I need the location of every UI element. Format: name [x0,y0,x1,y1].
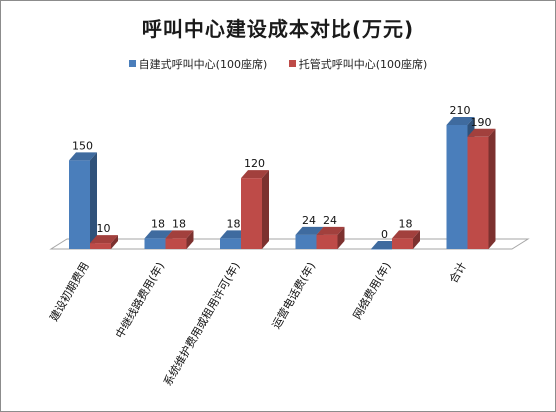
data-label-s2-1: 18 [172,217,186,230]
bar-side-s2-1 [186,230,194,249]
category-label-0: 建设初期费用 [46,260,91,324]
data-label-s2-2: 120 [244,157,265,170]
data-label-s2-5: 190 [471,116,492,129]
bar-top-s2-4 [392,230,420,239]
category-label-5: 合计 [446,260,469,286]
bar-top-s2-2 [241,170,269,179]
bar-side-s2-5 [488,128,496,249]
data-label-s1-2: 18 [227,217,241,230]
legend-label-hosted: 托管式呼叫中心(100座席) [298,58,428,71]
data-label-s2-4: 18 [399,217,413,230]
bar-s1-3 [295,234,317,249]
bar-s2-5 [467,136,489,249]
category-label-4: 网络费用(年) [350,260,394,322]
bar-top-s2-1 [165,230,194,239]
category-label-1: 中继线路费用(年) [112,260,167,341]
bar-top-s1-3 [295,226,324,235]
bar-s1-1 [144,238,166,249]
data-label-s2-3: 24 [323,214,337,227]
data-label-s2-0: 10 [97,222,111,235]
chart-title: 呼叫中心建设成本对比(万元) [141,17,415,41]
data-label-s1-0: 150 [72,139,93,152]
bar-s2-0 [90,243,111,249]
data-label-s1-1: 18 [151,217,165,230]
legend: 自建式呼叫中心(100座席) 托管式呼叫中心(100座席) [1,56,555,72]
legend-entry-hosted: 托管式呼叫中心(100座席) [288,56,428,72]
legend-label-self-built: 自建式呼叫中心(100座席) [138,58,268,71]
bar-top-s2-5 [467,128,496,137]
bar-top-s1-0 [69,152,97,161]
bar-s2-4 [392,238,413,249]
bar-side-s2-4 [413,230,420,249]
bar-s1-5 [446,125,468,249]
bar-top-s1-5 [446,117,475,125]
data-label-s1-3: 24 [302,214,316,227]
bar-s1-4 [371,249,392,250]
data-label-s1-4: 0 [381,228,388,241]
bar-s2-3 [316,234,338,249]
bar-s2-2 [241,178,262,249]
legend-swatch-self-built [128,60,136,67]
bar-top-s2-0 [90,235,118,244]
legend-swatch-hosted [288,60,296,67]
bar-top-s1-1 [144,230,173,239]
bar-s2-1 [165,238,187,249]
data-label-s1-5: 210 [450,104,471,117]
category-label-3: 运营电话费(年) [269,260,318,332]
bar-side-s2-3 [337,226,345,249]
category-label-2: 系统维护费用或租用许可(年) [160,260,242,389]
bar-side-s1-0 [90,152,97,249]
bar-side-s2-0 [111,235,118,249]
bar-s1-0 [69,160,90,249]
legend-entry-self-built: 自建式呼叫中心(100座席) [128,56,268,72]
bar-top-s2-3 [316,226,345,235]
bar-side-s2-2 [262,170,269,249]
bar-s1-2 [220,238,241,249]
